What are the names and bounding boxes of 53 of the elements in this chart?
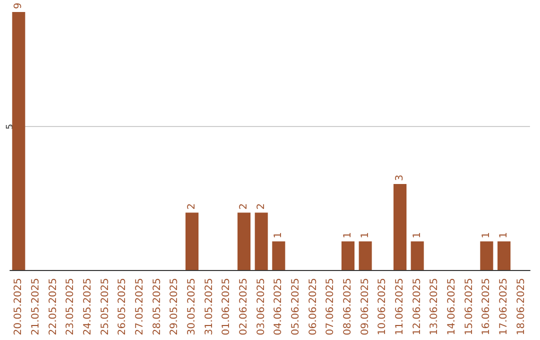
x-tick-label: 26.05.2025 [117,278,128,336]
x-tick-label: 24.05.2025 [82,278,94,336]
data-label: 3 [394,174,406,181]
x-tick-label: 08.06.2025 [342,278,354,336]
data-label: 1 [412,232,423,238]
bar [358,241,372,270]
x-tick-label: 28.05.2025 [152,278,163,336]
x-tick-label: 12.06.2025 [412,278,423,336]
x-tick-label: 22.05.2025 [48,278,59,336]
x-tick-label: 17.06.2025 [498,278,510,336]
bar [342,241,354,270]
bar [12,12,26,270]
y-tick-label: 5 [6,124,16,130]
x-tick-label: 11.06.2025 [394,278,406,336]
x-tick-label: 04.06.2025 [273,278,284,336]
data-label: 1 [481,232,492,238]
x-tick-label: 13.06.2025 [429,278,440,336]
x-tick-label: 01.06.2025 [221,278,232,336]
data-label: 1 [342,232,354,238]
data-label: 1 [273,232,284,238]
data-label: 9 [13,2,24,9]
x-tick-label: 25.05.2025 [100,278,111,336]
x-tick-label: 02.06.2025 [238,278,250,336]
bar [480,241,494,270]
bar [410,241,424,270]
data-label: 2 [238,203,250,210]
bar [498,241,510,270]
x-tick-label: 09.06.2025 [360,278,371,336]
data-label: 2 [256,203,267,210]
x-tick-label: 10.06.2025 [377,278,388,336]
bar [394,184,406,270]
x-tick-label: 07.06.2025 [325,278,336,336]
x-tick-label: 23.05.2025 [65,278,76,336]
data-label: 1 [498,232,510,238]
bar [238,212,250,270]
x-tick-label: 31.05.2025 [204,278,215,336]
x-tick-label: 03.06.2025 [256,278,267,336]
x-tick-label: 14.06.2025 [446,278,458,336]
bar [272,241,286,270]
x-tick-label: 29.05.2025 [169,278,180,336]
x-tick-label: 15.06.2025 [464,278,475,336]
x-tick-label: 20.05.2025 [13,278,24,336]
x-tick-label: 05.06.2025 [290,278,302,336]
x-tick-label: 27.05.2025 [134,278,146,336]
data-label: 1 [360,232,371,238]
x-tick-label: 21.05.2025 [30,278,42,336]
bar [254,212,268,270]
bar [186,212,198,270]
data-label: 2 [186,203,198,210]
x-tick-label: 06.06.2025 [308,278,319,336]
x-tick-label: 18.06.2025 [516,278,527,336]
x-tick-label: 16.06.2025 [481,278,492,336]
x-tick-label: 30.05.2025 [186,278,198,336]
